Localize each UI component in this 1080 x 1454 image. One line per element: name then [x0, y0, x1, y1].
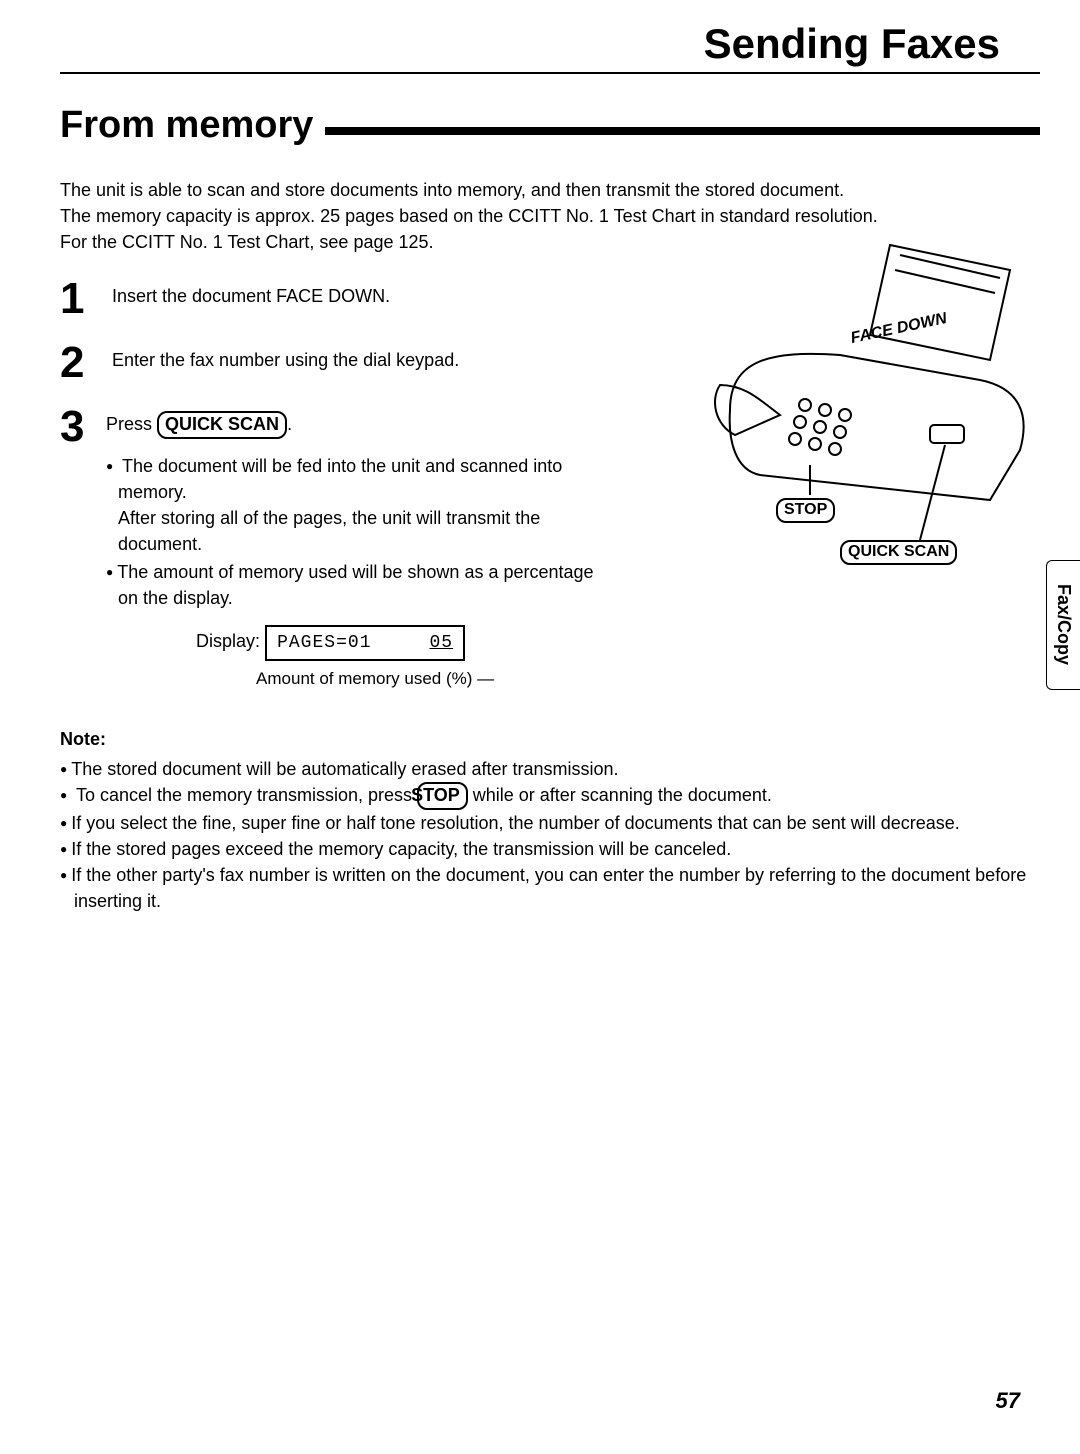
display-box: PAGES=01 05: [265, 625, 465, 661]
display-right: 05: [429, 630, 453, 656]
step-number: 2: [60, 341, 92, 385]
step-text: Insert the document FACE DOWN.: [112, 277, 390, 309]
section-title-row: From memory: [60, 104, 1040, 147]
section-rule: [325, 127, 1040, 135]
title-underline: [60, 72, 1040, 74]
display-left: PAGES=01: [277, 633, 371, 653]
step3-bullet: The amount of memory used will be shown …: [106, 559, 600, 611]
step-text: Press QUICK SCAN. The document will be f…: [106, 405, 600, 692]
display-row: Display: PAGES=01 05 Amount of memory us…: [196, 625, 600, 692]
quick-scan-illus-label: QUICK SCAN: [840, 540, 957, 565]
note-item: If the stored pages exceed the memory ca…: [60, 836, 1040, 862]
section-title: From memory: [60, 104, 313, 147]
intro-line: The memory capacity is approx. 25 pages …: [60, 206, 878, 226]
note-text: To cancel the memory transmission, press: [76, 785, 417, 805]
quick-scan-button-label: QUICK SCAN: [157, 411, 287, 439]
step-number: 3: [60, 405, 86, 449]
note-text: while or after scanning the document.: [468, 785, 772, 805]
note-item: If you select the fine, super fine or ha…: [60, 810, 1040, 836]
bullet-text: After storing all of the pages, the unit…: [118, 508, 540, 554]
note-section: Note: The stored document will be automa…: [60, 726, 1040, 914]
display-caption-text: Amount of memory used (%): [256, 669, 472, 688]
step-3: 3 Press QUICK SCAN. The document will be…: [60, 405, 600, 692]
page-title: Sending Faxes: [60, 20, 1040, 68]
note-heading: Note:: [60, 726, 1040, 752]
step3-suffix: .: [287, 414, 292, 434]
display-label: Display:: [196, 631, 260, 651]
fax-illustration: FACE DOWN STOP QUICK SCAN: [690, 240, 1050, 580]
fax-svg: [690, 240, 1050, 580]
side-tab: Fax/Copy: [1046, 560, 1080, 690]
step3-bullets: The document will be fed into the unit a…: [106, 453, 600, 612]
step-number: 1: [60, 277, 92, 321]
note-item: To cancel the memory transmission, press…: [60, 782, 1040, 810]
bullet-text: The document will be fed into the unit a…: [118, 456, 562, 502]
step-text: Enter the fax number using the dial keyp…: [112, 341, 459, 373]
step3-bullet: The document will be fed into the unit a…: [106, 453, 600, 557]
note-list: The stored document will be automaticall…: [60, 756, 1040, 914]
stop-button-label-inline: STOP: [417, 782, 468, 810]
page-number: 57: [996, 1388, 1020, 1414]
intro-line: The unit is able to scan and store docum…: [60, 180, 844, 200]
step3-prefix: Press: [106, 414, 157, 434]
note-item: If the other party's fax number is writt…: [60, 862, 1040, 914]
note-item: The stored document will be automaticall…: [60, 756, 1040, 782]
display-caption: Amount of memory used (%) —: [256, 667, 600, 692]
stop-button-label: STOP: [776, 498, 835, 523]
step-2: 2 Enter the fax number using the dial ke…: [60, 341, 600, 385]
intro-line: For the CCITT No. 1 Test Chart, see page…: [60, 232, 434, 252]
step-1: 1 Insert the document FACE DOWN.: [60, 277, 600, 321]
